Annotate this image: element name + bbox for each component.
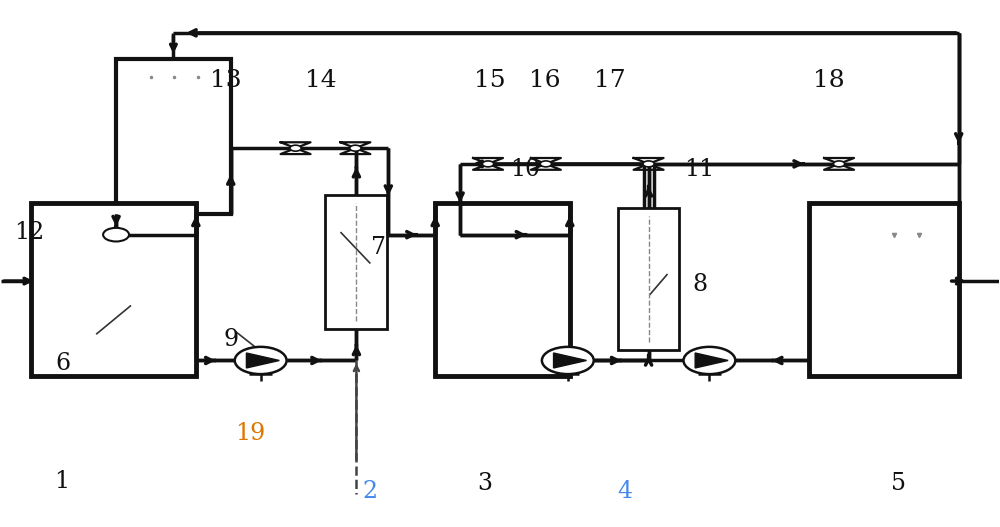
Text: 19: 19 bbox=[236, 422, 266, 445]
Text: 7: 7 bbox=[371, 236, 386, 259]
Text: 6: 6 bbox=[56, 352, 71, 375]
Bar bbox=[325, 196, 387, 329]
Polygon shape bbox=[554, 353, 586, 368]
Bar bbox=[618, 209, 679, 350]
Circle shape bbox=[542, 347, 594, 374]
Text: 13: 13 bbox=[210, 69, 242, 92]
Circle shape bbox=[683, 347, 735, 374]
Text: 1: 1 bbox=[54, 470, 69, 493]
Text: 8: 8 bbox=[692, 273, 707, 296]
Text: 18: 18 bbox=[813, 69, 845, 92]
Text: 16: 16 bbox=[529, 69, 561, 92]
Text: 10: 10 bbox=[510, 158, 540, 181]
Bar bbox=[31, 203, 196, 376]
Circle shape bbox=[350, 145, 361, 151]
Text: 5: 5 bbox=[891, 472, 906, 495]
Polygon shape bbox=[695, 353, 728, 368]
Circle shape bbox=[833, 161, 845, 167]
Text: 17: 17 bbox=[594, 69, 626, 92]
Text: 3: 3 bbox=[478, 472, 493, 495]
Circle shape bbox=[643, 161, 654, 167]
Text: 12: 12 bbox=[14, 220, 44, 243]
Bar bbox=[435, 203, 570, 376]
Circle shape bbox=[290, 145, 301, 151]
Text: 2: 2 bbox=[363, 480, 378, 503]
Circle shape bbox=[235, 347, 287, 374]
Circle shape bbox=[482, 161, 494, 167]
Text: 9: 9 bbox=[223, 328, 238, 351]
Text: 4: 4 bbox=[617, 480, 632, 503]
Text: 11: 11 bbox=[684, 158, 715, 181]
Circle shape bbox=[540, 161, 552, 167]
Text: 14: 14 bbox=[305, 69, 336, 92]
Polygon shape bbox=[246, 353, 279, 368]
Bar bbox=[116, 59, 231, 214]
Text: 15: 15 bbox=[474, 69, 506, 92]
Bar bbox=[809, 203, 959, 376]
Circle shape bbox=[103, 228, 129, 241]
